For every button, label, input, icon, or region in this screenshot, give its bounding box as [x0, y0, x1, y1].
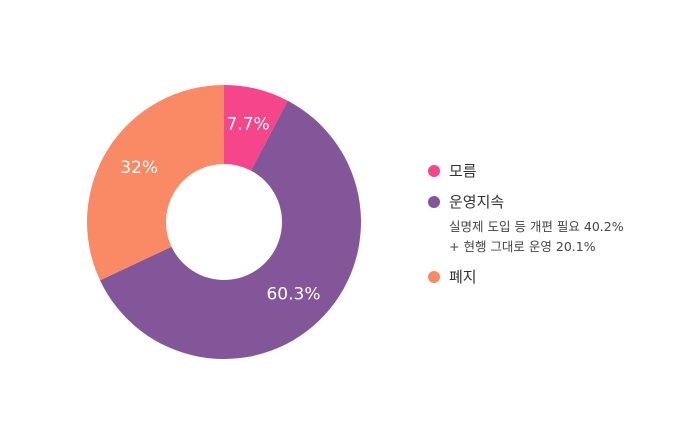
- legend-label-operation: 운영지속: [449, 193, 505, 211]
- legend-label-moreum: 모름: [449, 162, 477, 180]
- slice-abolish: [86, 84, 224, 281]
- legend-marker-abolish: [428, 271, 440, 283]
- legend-item-abolish: 폐지: [428, 266, 624, 288]
- legend-subtext-keep: + 현행 그대로 운영 20.1%: [449, 239, 596, 254]
- data-label-abolish: 32%: [120, 158, 158, 178]
- legend-label-abolish: 폐지: [449, 268, 477, 286]
- slice-operation: [100, 100, 362, 359]
- legend-marker-moreum: [428, 165, 440, 177]
- legend-marker-operation: [428, 196, 440, 208]
- data-label-moreum: 7.7%: [226, 114, 269, 134]
- donut-chart: 7.7% 60.3% 32%: [86, 84, 362, 359]
- legend-item-moreum: 모름: [428, 160, 624, 182]
- legend-item-operation: 운영지속: [428, 191, 624, 213]
- legend: 모름 운영지속 실명제 도입 등 개편 필요 40.2% + 현행 그대로 운영…: [428, 160, 624, 288]
- legend-subtext-reform: 실명제 도입 등 개편 필요 40.2%: [449, 219, 624, 234]
- slice-moreum: [224, 85, 288, 171]
- data-label-operation: 60.3%: [266, 285, 320, 305]
